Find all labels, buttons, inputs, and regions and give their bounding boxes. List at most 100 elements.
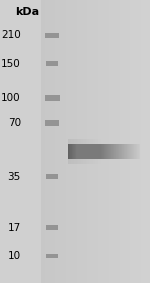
Bar xyxy=(100,159,101,164)
Bar xyxy=(77,159,78,164)
Bar xyxy=(128,144,129,159)
Text: 10: 10 xyxy=(8,251,21,261)
Bar xyxy=(95,144,96,159)
Bar xyxy=(103,144,104,159)
Bar xyxy=(74,159,75,164)
Bar xyxy=(100,144,101,159)
Bar xyxy=(84,144,85,159)
Bar xyxy=(106,144,107,159)
Text: 100: 100 xyxy=(1,93,21,103)
Bar xyxy=(93,139,94,144)
Bar xyxy=(121,144,122,159)
Bar xyxy=(113,144,114,159)
Bar xyxy=(94,139,95,144)
Bar xyxy=(109,144,110,159)
Bar xyxy=(93,159,94,164)
Bar xyxy=(137,144,138,159)
Bar xyxy=(120,144,121,159)
Bar xyxy=(135,144,136,159)
Bar xyxy=(133,144,134,159)
Bar xyxy=(111,144,112,159)
Bar xyxy=(81,159,82,164)
Bar xyxy=(124,144,125,159)
Bar xyxy=(131,144,132,159)
Bar xyxy=(119,144,120,159)
Bar xyxy=(129,144,130,159)
Bar xyxy=(136,144,137,159)
Bar xyxy=(125,144,126,159)
Bar xyxy=(79,159,80,164)
Bar xyxy=(70,139,71,144)
Bar xyxy=(95,139,96,144)
Bar xyxy=(90,139,91,144)
Bar xyxy=(79,139,80,144)
Bar xyxy=(138,144,139,159)
Bar xyxy=(82,159,83,164)
Bar xyxy=(88,139,89,144)
Bar xyxy=(114,144,115,159)
Bar xyxy=(90,159,91,164)
Bar xyxy=(45,120,59,126)
Text: kDa: kDa xyxy=(15,7,39,17)
Bar xyxy=(71,144,72,159)
Bar xyxy=(107,144,108,159)
Bar xyxy=(72,144,73,159)
Bar xyxy=(87,159,88,164)
Bar xyxy=(95,159,96,164)
Bar xyxy=(108,144,109,159)
Bar xyxy=(127,144,128,159)
Text: 17: 17 xyxy=(8,223,21,233)
Bar xyxy=(72,159,73,164)
Bar xyxy=(72,139,73,144)
Text: 70: 70 xyxy=(8,118,21,128)
Bar xyxy=(80,139,81,144)
Bar xyxy=(94,159,95,164)
Bar xyxy=(98,139,99,144)
Bar xyxy=(80,144,81,159)
Bar xyxy=(45,33,59,38)
Bar xyxy=(88,144,89,159)
Bar xyxy=(97,144,98,159)
Bar xyxy=(101,144,102,159)
Bar xyxy=(46,174,59,179)
Bar xyxy=(115,144,116,159)
Bar xyxy=(76,139,77,144)
Bar xyxy=(86,139,87,144)
Bar xyxy=(92,144,93,159)
Bar xyxy=(92,159,93,164)
Bar xyxy=(89,159,90,164)
Bar xyxy=(122,144,123,159)
Bar xyxy=(87,139,88,144)
Bar xyxy=(85,159,86,164)
Bar xyxy=(68,144,69,159)
Bar xyxy=(139,144,140,159)
Bar xyxy=(96,144,97,159)
Bar xyxy=(74,144,75,159)
Bar xyxy=(82,144,83,159)
Bar xyxy=(88,159,89,164)
Bar xyxy=(71,139,72,144)
Bar xyxy=(83,139,84,144)
Bar xyxy=(68,139,69,144)
Bar xyxy=(77,144,78,159)
Bar xyxy=(83,144,84,159)
Bar xyxy=(69,159,70,164)
Bar xyxy=(110,144,111,159)
Bar xyxy=(79,144,80,159)
Bar xyxy=(78,159,79,164)
Bar xyxy=(83,159,84,164)
Bar xyxy=(99,139,100,144)
Bar xyxy=(78,139,79,144)
Bar xyxy=(75,144,76,159)
Bar xyxy=(102,144,103,159)
Bar xyxy=(46,254,59,258)
Bar xyxy=(93,144,94,159)
Bar xyxy=(46,225,59,230)
Bar xyxy=(87,144,88,159)
Bar xyxy=(71,159,72,164)
Bar xyxy=(81,144,82,159)
Bar xyxy=(46,61,59,66)
Bar xyxy=(82,139,83,144)
Bar xyxy=(81,139,82,144)
Bar xyxy=(80,159,81,164)
